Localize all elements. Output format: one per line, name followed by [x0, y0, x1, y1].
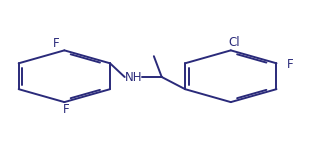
Text: NH: NH [125, 71, 142, 83]
Text: Cl: Cl [228, 36, 240, 49]
Text: F: F [53, 37, 60, 50]
Text: F: F [287, 58, 294, 71]
Text: F: F [62, 103, 69, 116]
